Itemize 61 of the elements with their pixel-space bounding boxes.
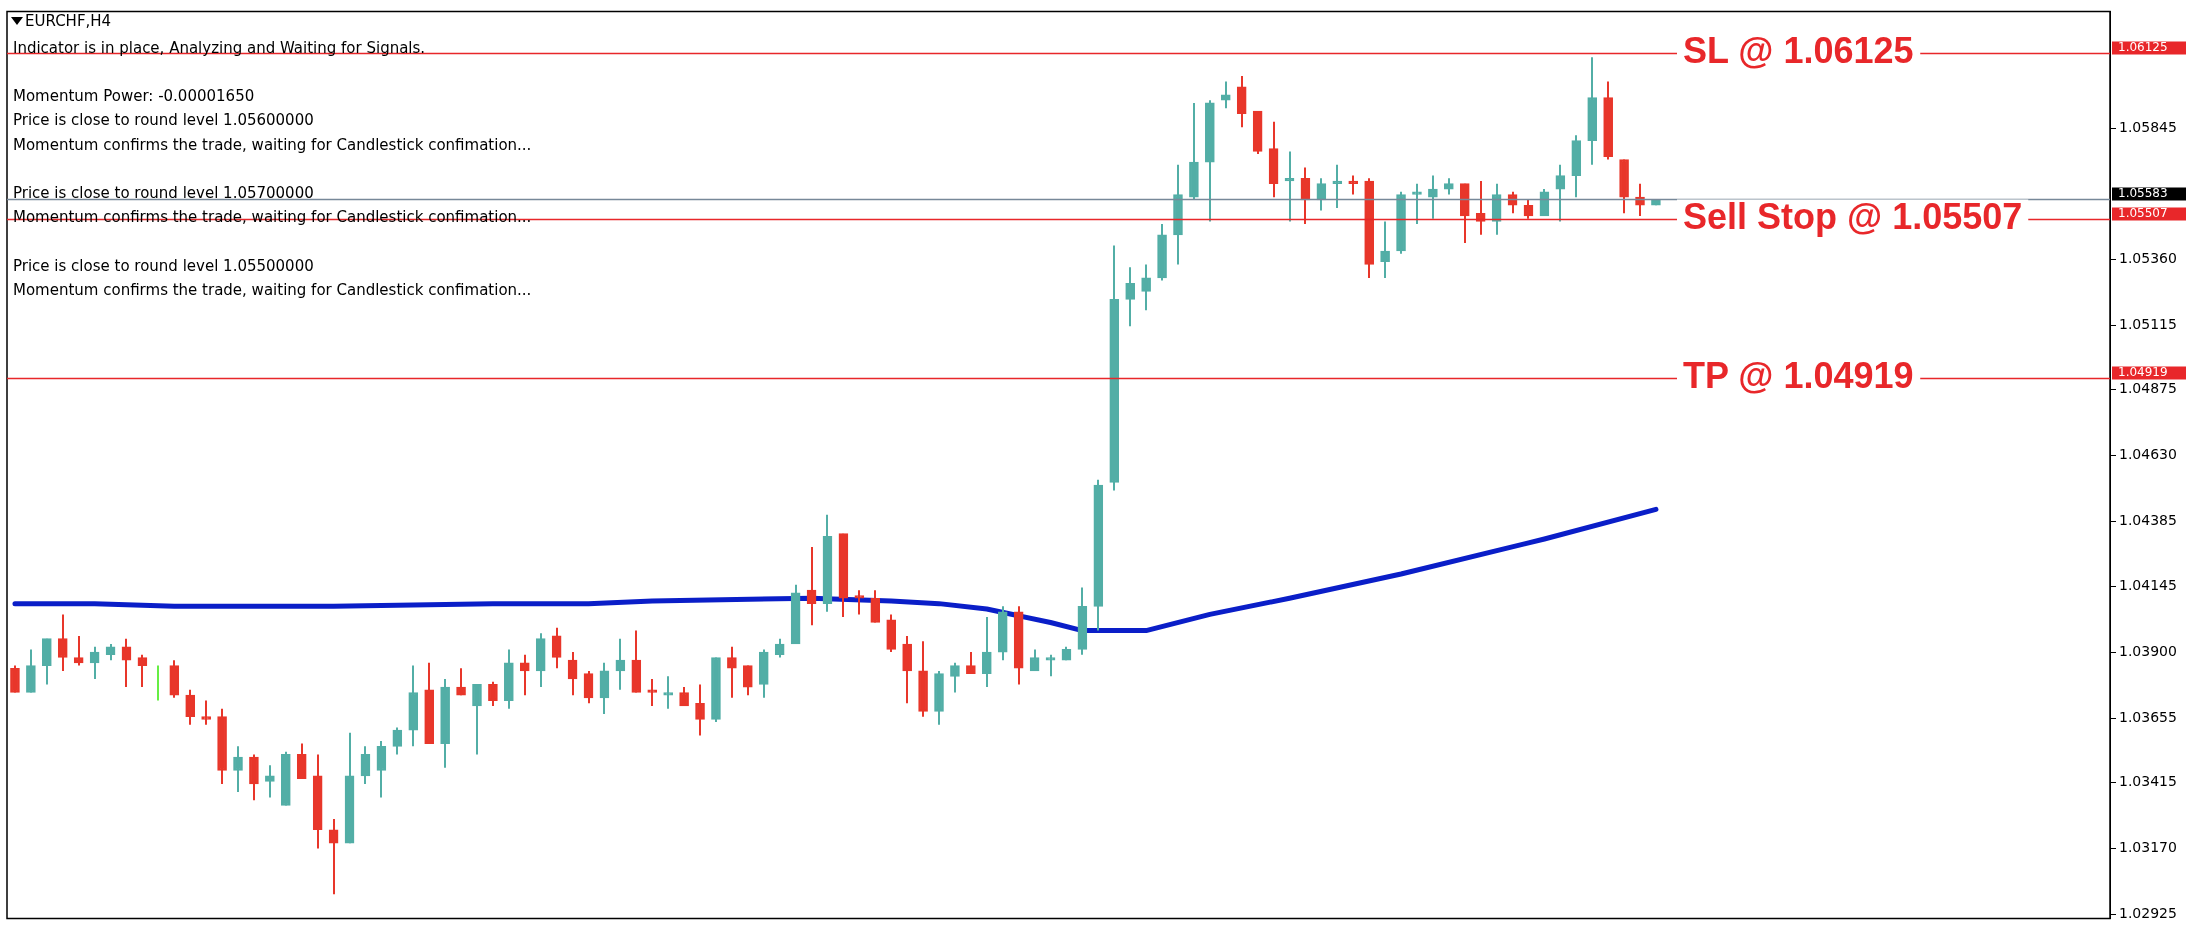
candlestick xyxy=(233,745,243,794)
candlestick xyxy=(137,653,148,689)
candlestick xyxy=(1284,150,1295,223)
candlestick xyxy=(1332,163,1343,209)
y-tick-label: 1.02925 xyxy=(2119,905,2177,922)
annotation: Price is close to round level 1.05600000 xyxy=(13,111,314,130)
candlestick xyxy=(73,634,84,667)
candlestick xyxy=(10,664,20,694)
candlestick xyxy=(902,634,912,705)
annotation: Price is close to round level 1.05500000 xyxy=(13,256,314,275)
candlestick xyxy=(1141,263,1151,312)
candlestick xyxy=(774,637,785,659)
candlestick xyxy=(727,645,737,699)
candlestick xyxy=(26,648,36,694)
candlestick xyxy=(679,686,689,707)
candlestick xyxy=(1348,174,1359,196)
chart-title: EURCHF,H4 xyxy=(25,11,112,30)
ref-line-label: SL @ 1.06125 xyxy=(1683,30,1914,72)
y-tick-label: 1.04630 xyxy=(2119,446,2177,463)
candlestick xyxy=(296,742,307,780)
y-tick-label: 1.04875 xyxy=(2119,380,2177,397)
annotation: Momentum confirms the trade, waiting for Candlestick confimation... xyxy=(13,280,532,299)
candlestick xyxy=(1045,653,1056,678)
annotation: Indicator is in place, Analyzing and Waiting for Signals. xyxy=(13,38,426,57)
text: 1.05507 xyxy=(2118,206,2168,221)
y-tick-label: 1.05115 xyxy=(2119,315,2177,332)
text: 1.05583 xyxy=(2118,186,2168,201)
candlestick xyxy=(981,616,992,689)
annotation: Momentum Power: -0.00001650 xyxy=(13,87,255,106)
candlestick xyxy=(1220,80,1231,110)
candlestick xyxy=(472,683,482,756)
annotation: Price is close to round level 1.05700000 xyxy=(13,184,314,203)
candlestick xyxy=(185,688,196,726)
candlestick xyxy=(663,675,673,710)
candlestick xyxy=(950,661,960,694)
candlestick xyxy=(328,818,339,896)
candlestick xyxy=(966,651,976,675)
candlestick xyxy=(249,753,259,802)
ref-line-label: Sell Stop @ 1.05507 xyxy=(1683,196,2023,238)
candlestick xyxy=(1380,220,1390,279)
y-tick-label: 1.05360 xyxy=(2119,249,2177,266)
candlestick xyxy=(1125,266,1136,328)
text: 1.04919 xyxy=(2118,365,2168,380)
ref-line-label: TP @ 1.04919 xyxy=(1683,355,1914,397)
candlestick xyxy=(870,589,881,624)
y-tick-label: 1.04145 xyxy=(2119,576,2177,593)
candlestick xyxy=(743,664,753,697)
annotation: Momentum confirms the trade, waiting for Candlestick confimation... xyxy=(13,135,532,154)
candlestick xyxy=(42,637,52,686)
candlestick xyxy=(57,613,68,672)
y-tick-label: 1.03655 xyxy=(2119,708,2177,725)
y-tick-label: 1.03415 xyxy=(2119,773,2177,790)
candlestick xyxy=(265,764,275,799)
y-tick-label: 1.04385 xyxy=(2119,512,2177,529)
y-tick-label: 1.03170 xyxy=(2119,839,2177,856)
text: 1.06125 xyxy=(2118,40,2168,55)
candlestick xyxy=(695,683,705,737)
candlestick xyxy=(488,680,498,707)
candlestick xyxy=(1236,75,1247,129)
y-tick-label: 1.03900 xyxy=(2119,642,2177,659)
y-tick-label: 1.05845 xyxy=(2119,119,2177,136)
